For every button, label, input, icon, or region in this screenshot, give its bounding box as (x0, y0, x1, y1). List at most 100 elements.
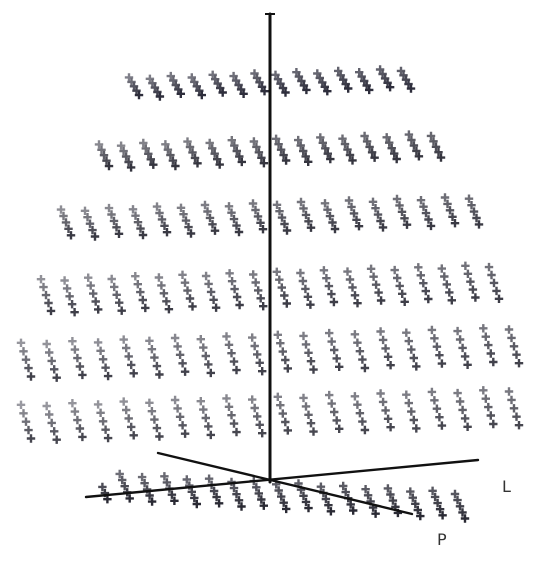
plus-marker (362, 81, 371, 90)
plus-marker (416, 196, 426, 205)
plus-marker (479, 386, 488, 395)
plus-marker (460, 514, 470, 523)
plus-marker (323, 149, 332, 158)
plus-marker (187, 73, 196, 82)
plus-marker (421, 286, 430, 296)
plus-marker (109, 216, 119, 226)
plus-marker (117, 306, 126, 315)
plus-marker (44, 298, 53, 308)
plus-marker (401, 75, 411, 84)
plus-marker (204, 422, 213, 431)
plus-marker (232, 146, 241, 156)
plus-marker (259, 501, 268, 510)
plus-marker (70, 345, 80, 354)
plus-marker (186, 229, 196, 238)
plus-marker (39, 282, 48, 292)
plus-marker (360, 76, 369, 86)
plus-marker (258, 429, 267, 438)
plus-marker (346, 500, 355, 509)
plus-marker (155, 92, 165, 101)
plus-marker (229, 419, 239, 428)
plus-marker (349, 209, 359, 218)
plus-marker (183, 137, 192, 146)
plus-marker (85, 219, 95, 228)
plus-marker (275, 275, 284, 284)
plus-marker (83, 213, 92, 222)
plus-marker (206, 430, 215, 440)
plus-marker (416, 271, 425, 280)
plus-marker (303, 292, 313, 301)
plus-marker (489, 357, 498, 367)
plus-marker (469, 207, 479, 216)
plus-marker (336, 71, 345, 80)
plus-marker (127, 360, 136, 370)
plus-marker (328, 218, 337, 227)
plus-marker (250, 403, 259, 413)
plus-marker (332, 354, 341, 363)
plus-marker (294, 135, 303, 145)
plus-marker (230, 284, 239, 294)
plus-marker (110, 282, 119, 292)
plus-marker (176, 89, 185, 98)
plus-marker (181, 216, 191, 225)
plus-marker (464, 194, 474, 203)
plus-marker (407, 407, 416, 416)
plus-marker (93, 400, 103, 409)
plus-marker (164, 305, 174, 314)
plus-marker (325, 328, 334, 338)
plus-marker (367, 148, 377, 157)
plus-marker (70, 308, 79, 317)
plus-marker (345, 150, 355, 160)
plus-marker (313, 69, 322, 78)
plus-marker (254, 148, 264, 157)
plus-marker (251, 278, 260, 287)
plus-marker (275, 207, 284, 216)
plus-marker (435, 413, 444, 422)
plus-marker (190, 77, 199, 87)
plus-marker (19, 347, 28, 356)
plus-marker (124, 157, 133, 167)
plus-marker (116, 141, 126, 150)
plus-marker (489, 278, 499, 288)
plus-marker (463, 269, 473, 278)
plus-marker (323, 87, 332, 96)
plus-marker (429, 137, 438, 146)
plus-marker (474, 220, 484, 229)
plus-marker (362, 137, 372, 146)
plus-marker (230, 141, 239, 150)
plus-marker (234, 80, 243, 90)
plus-marker (375, 65, 385, 74)
plus-marker (179, 210, 188, 219)
plus-marker (260, 87, 269, 96)
plus-marker (437, 421, 447, 430)
plus-marker (344, 84, 353, 93)
plus-marker (211, 303, 221, 312)
plus-marker (388, 496, 398, 505)
plus-marker (358, 417, 367, 426)
plus-marker (122, 343, 131, 353)
plus-marker (301, 152, 310, 161)
plus-marker (378, 223, 388, 232)
plus-marker (128, 205, 138, 214)
plus-marker (321, 144, 330, 153)
plus-marker (324, 281, 334, 291)
plus-marker (162, 297, 171, 306)
axes-group (84, 12, 480, 516)
plus-marker (365, 142, 374, 152)
plus-marker (114, 229, 124, 238)
plus-marker (235, 152, 244, 161)
plus-marker (329, 297, 339, 307)
plus-marker (455, 397, 465, 406)
plus-marker (73, 353, 82, 363)
plus-marker (209, 295, 218, 304)
plus-marker (148, 79, 157, 88)
plus-marker (209, 486, 219, 496)
plus-marker (162, 228, 172, 237)
plus-marker (112, 223, 121, 232)
plus-marker (182, 475, 191, 484)
plus-marker (325, 390, 334, 400)
plus-marker (167, 490, 177, 499)
plus-marker (432, 404, 442, 413)
plus-marker (304, 410, 313, 419)
plus-marker (409, 141, 419, 150)
